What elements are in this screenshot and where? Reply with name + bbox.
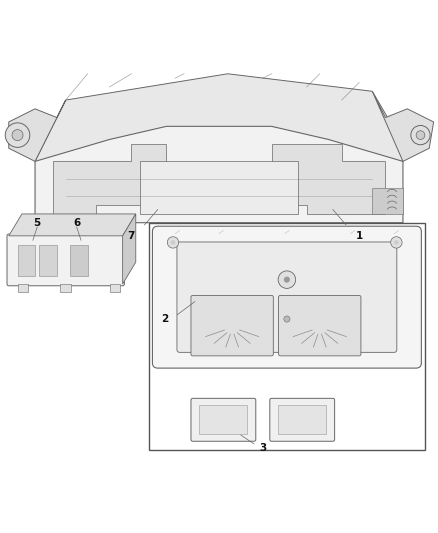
Text: 7: 7 [128,231,135,241]
Circle shape [416,131,425,140]
FancyBboxPatch shape [270,398,335,441]
FancyBboxPatch shape [152,226,421,368]
Circle shape [284,316,290,322]
Text: 2: 2 [161,314,168,324]
Polygon shape [272,144,385,214]
Bar [18,246,35,276]
Circle shape [284,277,290,282]
Bar [39,246,57,276]
Polygon shape [9,100,66,161]
Polygon shape [53,144,166,214]
Circle shape [171,240,175,245]
Polygon shape [372,91,434,161]
Circle shape [411,125,430,145]
Circle shape [278,271,296,288]
Polygon shape [123,214,136,284]
Circle shape [394,240,399,245]
Bar [149,223,425,450]
Text: 5: 5 [34,217,41,228]
Bar [199,405,247,434]
FancyBboxPatch shape [191,295,273,356]
Circle shape [5,123,30,147]
Text: 6: 6 [73,217,80,228]
Bar [60,284,71,292]
FancyBboxPatch shape [279,295,361,356]
FancyBboxPatch shape [7,234,124,286]
Bar [278,405,326,434]
Text: 3: 3 [259,443,266,453]
Polygon shape [372,188,403,214]
Bar [110,284,120,292]
Polygon shape [9,214,136,236]
Bar [70,246,88,276]
Circle shape [391,237,402,248]
Bar [44,223,61,231]
Polygon shape [35,126,403,223]
Circle shape [12,130,23,141]
Bar [140,161,298,214]
FancyBboxPatch shape [191,398,256,441]
FancyBboxPatch shape [177,242,397,352]
Bar [88,223,105,231]
Text: 1: 1 [356,231,363,241]
Polygon shape [35,74,403,161]
Circle shape [167,237,179,248]
Bar [18,284,28,292]
